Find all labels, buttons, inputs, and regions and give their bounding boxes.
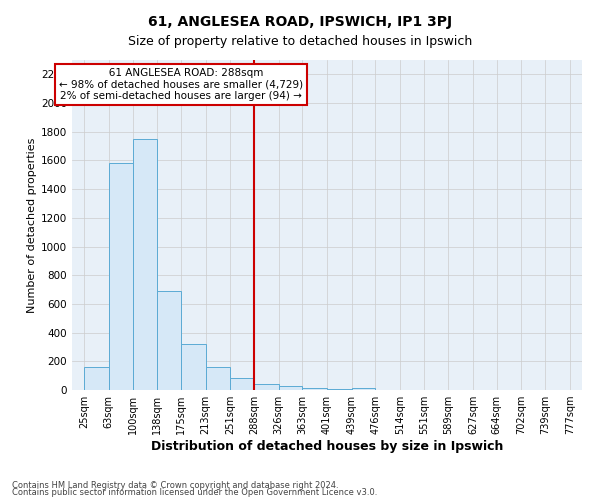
Text: Contains public sector information licensed under the Open Government Licence v3: Contains public sector information licen… xyxy=(12,488,377,497)
Bar xyxy=(206,367,230,390)
Text: Contains HM Land Registry data © Crown copyright and database right 2024.: Contains HM Land Registry data © Crown c… xyxy=(12,480,338,490)
Bar xyxy=(181,344,206,390)
Bar xyxy=(84,367,109,390)
Bar xyxy=(352,388,376,390)
Bar xyxy=(133,139,157,390)
Bar xyxy=(327,388,352,390)
Text: Size of property relative to detached houses in Ipswich: Size of property relative to detached ho… xyxy=(128,35,472,48)
Bar xyxy=(254,384,278,390)
Bar xyxy=(230,378,254,390)
Text: 61 ANGLESEA ROAD: 288sqm
← 98% of detached houses are smaller (4,729)
2% of semi: 61 ANGLESEA ROAD: 288sqm ← 98% of detach… xyxy=(59,68,303,101)
Y-axis label: Number of detached properties: Number of detached properties xyxy=(27,138,37,312)
Text: 61, ANGLESEA ROAD, IPSWICH, IP1 3PJ: 61, ANGLESEA ROAD, IPSWICH, IP1 3PJ xyxy=(148,15,452,29)
Bar xyxy=(157,291,181,390)
Bar xyxy=(302,388,327,390)
Bar xyxy=(278,386,302,390)
Bar xyxy=(109,164,133,390)
X-axis label: Distribution of detached houses by size in Ipswich: Distribution of detached houses by size … xyxy=(151,440,503,453)
